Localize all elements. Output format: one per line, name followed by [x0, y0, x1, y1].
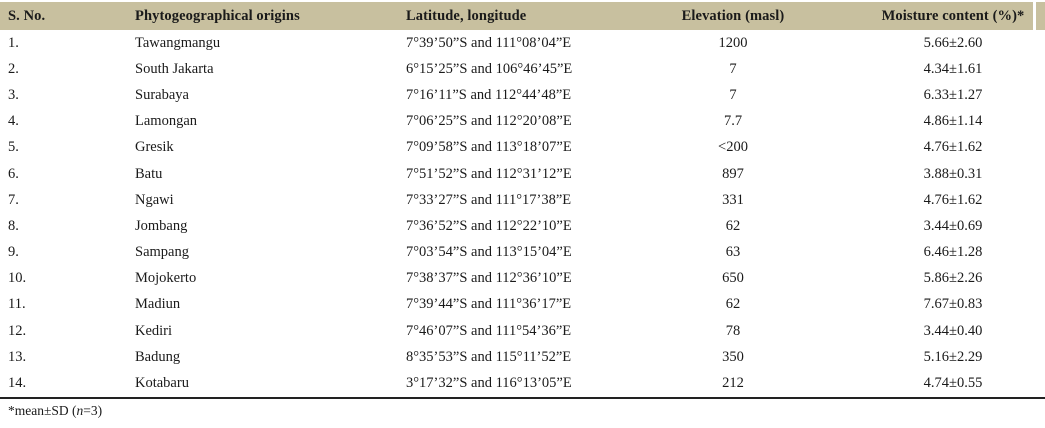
table-row: 7. Ngawi 7°33’27”S and 111°17’38”E 331 4.76±… — [0, 187, 1045, 214]
table-cell: 331 — [591, 187, 875, 214]
table-cell: 897 — [591, 160, 875, 188]
table-cell: 13. — [0, 344, 127, 371]
table-cell: 7°09’58”S and 113°18’07”E — [398, 134, 591, 161]
table-row: 5. Gresik 7°09’58”S and 113°18’07”E <200 4.7… — [0, 134, 1045, 161]
table-header-row: S. No. Phytogeographical origins Latitud… — [0, 2, 1045, 30]
table-row: 6. Batu 7°51’52”S and 112°31’12”E 897 3.88±0… — [0, 160, 1045, 188]
table-cell: South Jakarta — [127, 56, 398, 83]
table-row: 9. Sampang 7°03’54”S and 113°15’04”E 63 6.46… — [0, 239, 1045, 266]
table-cell: 6.33±1.27 — [875, 82, 1045, 109]
col-header-moisture-content: Moisture content (%)* — [875, 2, 1045, 30]
table-cell: 3.44±0.69 — [875, 213, 1045, 240]
table-cell: 3.44±0.40 — [875, 318, 1045, 345]
table-cell: 1. — [0, 30, 127, 57]
table-cell: 7. — [0, 187, 127, 214]
table-cell: 7°33’27”S and 111°17’38”E — [398, 187, 591, 214]
header-column-separator — [1033, 2, 1036, 30]
table-cell: 7°16’11”S and 112°44’48”E — [398, 82, 591, 109]
phytogeographical-origins-table: S. No. Phytogeographical origins Latitud… — [0, 2, 1045, 399]
table-cell: 7°46’07”S and 111°54’36”E — [398, 318, 591, 345]
col-header-phytogeographical-origins: Phytogeographical origins — [127, 2, 398, 30]
table-cell: 4.74±0.55 — [875, 370, 1045, 398]
table-cell: Sampang — [127, 239, 398, 266]
table-cell: <200 — [591, 134, 875, 161]
col-header-serial-no: S. No. — [0, 2, 127, 30]
table-cell: Batu — [127, 160, 398, 188]
table-row: 1. Tawangmangu 7°39’50”S and 111°08’04”E 12… — [0, 30, 1045, 57]
table-cell: 4. — [0, 108, 127, 135]
table-cell: 6. — [0, 160, 127, 188]
table-cell: 6°15’25”S and 106°46’45”E — [398, 56, 591, 83]
table-cell: 7°39’44”S and 111°36’17”E — [398, 291, 591, 319]
table-row: 14. Kotabaru 3°17’32”S and 116°13’05”E 212 4… — [0, 370, 1045, 398]
table-cell: 5.66±2.60 — [875, 30, 1045, 57]
table-cell: 11. — [0, 291, 127, 319]
footnote-suffix: =3) — [83, 403, 103, 418]
table-cell: Surabaya — [127, 82, 398, 109]
table-cell: 7°38’37”S and 112°36’10”E — [398, 265, 591, 292]
table-body: 1. Tawangmangu 7°39’50”S and 111°08’04”E 12… — [0, 30, 1045, 398]
table-cell: 7°36’52”S and 112°22’10”E — [398, 213, 591, 240]
table-cell: 3°17’32”S and 116°13’05”E — [398, 370, 591, 398]
table-row: 4. Lamongan 7°06’25”S and 112°20’08”E 7.7 4.… — [0, 108, 1045, 135]
table-cell: 3.88±0.31 — [875, 160, 1045, 188]
table-footnote: *mean±SD (n=3) — [8, 403, 102, 419]
table-cell: 5.16±2.29 — [875, 344, 1045, 371]
table-cell: 7 — [591, 82, 875, 109]
footnote-prefix: *mean±SD ( — [8, 403, 77, 418]
table-row: 13. Badung 8°35’53”S and 115°11’52”E 350 5.1… — [0, 344, 1045, 371]
table-row: 2. South Jakarta 6°15’25”S and 106°46’45”E… — [0, 56, 1045, 83]
table-cell: 62 — [591, 213, 875, 240]
table-cell: Kotabaru — [127, 370, 398, 398]
table-cell: 7.7 — [591, 108, 875, 135]
table-cell: 8°35’53”S and 115°11’52”E — [398, 344, 591, 371]
table-cell: 4.34±1.61 — [875, 56, 1045, 83]
table-cell: 12. — [0, 318, 127, 345]
table-row: 3. Surabaya 7°16’11”S and 112°44’48”E 7 6.33… — [0, 82, 1045, 109]
table-cell: Gresik — [127, 134, 398, 161]
table-cell: 10. — [0, 265, 127, 292]
col-header-elevation: Elevation (masl) — [591, 2, 875, 30]
table-cell: 4.76±1.62 — [875, 187, 1045, 214]
table-cell: Madiun — [127, 291, 398, 319]
table-cell: 5. — [0, 134, 127, 161]
table-row: 10. Mojokerto 7°38’37”S and 112°36’10”E 650… — [0, 265, 1045, 292]
table-cell: 14. — [0, 370, 127, 398]
table-cell: 212 — [591, 370, 875, 398]
table-cell: Jombang — [127, 213, 398, 240]
table-cell: Kediri — [127, 318, 398, 345]
table-cell: 8. — [0, 213, 127, 240]
table-row: 12. Kediri 7°46’07”S and 111°54’36”E 78 3.44… — [0, 318, 1045, 345]
table-cell: Badung — [127, 344, 398, 371]
table-cell: 78 — [591, 318, 875, 345]
table-cell: 7 — [591, 56, 875, 83]
table-cell: 1200 — [591, 30, 875, 57]
table-header: S. No. Phytogeographical origins Latitud… — [0, 2, 1045, 30]
table-cell: 9. — [0, 239, 127, 266]
footnote-italic-n: n — [76, 403, 84, 418]
table-cell: 4.76±1.62 — [875, 134, 1045, 161]
table-cell: Lamongan — [127, 108, 398, 135]
table-row: 11. Madiun 7°39’44”S and 111°36’17”E 62 7.67… — [0, 291, 1045, 319]
table-cell: 7.67±0.83 — [875, 291, 1045, 319]
table-cell: 5.86±2.26 — [875, 265, 1045, 292]
table-cell: Tawangmangu — [127, 30, 398, 57]
table-cell: 7°39’50”S and 111°08’04”E — [398, 30, 591, 57]
table-cell: 7°06’25”S and 112°20’08”E — [398, 108, 591, 135]
table-cell: 63 — [591, 239, 875, 266]
table-cell: 6.46±1.28 — [875, 239, 1045, 266]
table-cell: 62 — [591, 291, 875, 319]
col-header-latitude-longitude: Latitude, longitude — [398, 2, 591, 30]
table-cell: 4.86±1.14 — [875, 108, 1045, 135]
table-cell: 2. — [0, 56, 127, 83]
table-cell: 350 — [591, 344, 875, 371]
table-cell: 3. — [0, 82, 127, 109]
table-row: 8. Jombang 7°36’52”S and 112°22’10”E 62 3.44… — [0, 213, 1045, 240]
table-cell: Ngawi — [127, 187, 398, 214]
table-cell: 650 — [591, 265, 875, 292]
table-cell: 7°03’54”S and 113°15’04”E — [398, 239, 591, 266]
table-cell: 7°51’52”S and 112°31’12”E — [398, 160, 591, 188]
table-cell: Mojokerto — [127, 265, 398, 292]
